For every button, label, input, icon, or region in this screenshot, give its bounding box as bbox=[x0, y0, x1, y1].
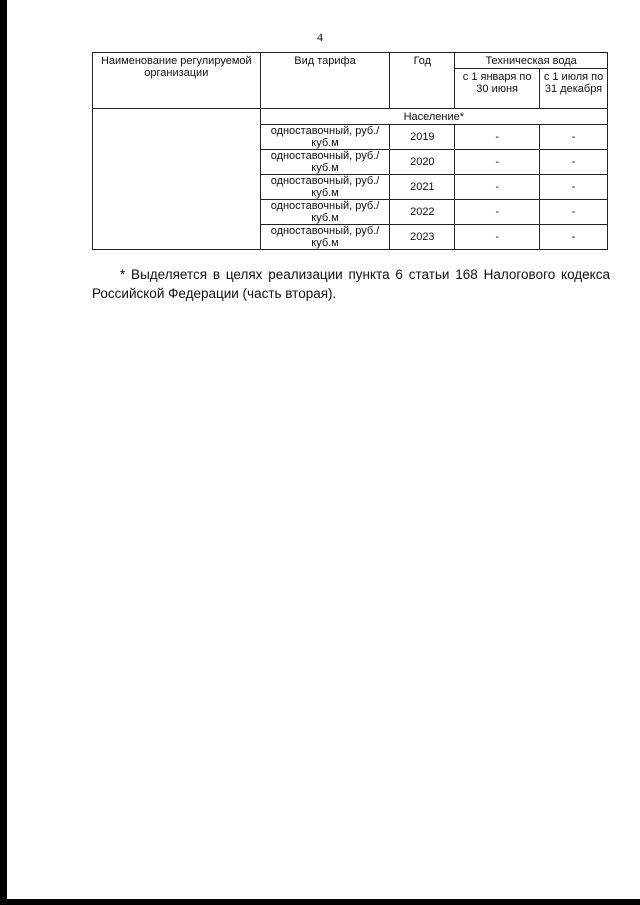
scan-border-left bbox=[0, 0, 7, 905]
year-cell: 2020 bbox=[389, 149, 456, 175]
header-period2: с 1 июля по 31 декабря bbox=[539, 68, 608, 109]
value-cell: - bbox=[454, 174, 541, 200]
tariff-cell: одноставочный, руб./куб.м bbox=[259, 124, 391, 150]
value-cell: - bbox=[539, 224, 608, 250]
value-cell: - bbox=[454, 199, 541, 225]
header-tariff: Вид тарифа bbox=[259, 52, 391, 109]
value-cell: - bbox=[539, 124, 608, 150]
table-row: одноставочный, руб./куб.м 2019 - - bbox=[93, 124, 608, 150]
value-cell: - bbox=[539, 199, 608, 225]
year-cell: 2019 bbox=[389, 124, 456, 150]
tariff-table: Наименование регулируемой организации Ви… bbox=[92, 52, 609, 250]
year-cell: 2023 bbox=[389, 224, 456, 250]
group-row: Население* bbox=[259, 108, 609, 125]
table-row: одноставочный, руб./куб.м 2023 - - bbox=[93, 224, 608, 250]
tariff-cell: одноставочный, руб./куб.м bbox=[259, 199, 391, 225]
tariff-cell: одноставочный, руб./куб.м bbox=[259, 174, 391, 200]
year-cell: 2021 bbox=[389, 174, 456, 200]
scan-border-bottom bbox=[0, 899, 640, 905]
value-cell: - bbox=[454, 124, 541, 150]
value-cell: - bbox=[454, 149, 541, 175]
header-water: Техническая вода bbox=[454, 52, 608, 69]
header-period1: с 1 января по 30 июня bbox=[454, 68, 541, 109]
table-row: одноставочный, руб./куб.м 2020 - - bbox=[93, 149, 608, 175]
tariff-cell: одноставочный, руб./куб.м bbox=[259, 149, 391, 175]
header-year: Год bbox=[389, 52, 456, 109]
tariff-cell: одноставочный, руб./куб.м bbox=[259, 224, 391, 250]
page-number: 4 bbox=[317, 30, 323, 44]
year-cell: 2022 bbox=[389, 199, 456, 225]
value-cell: - bbox=[539, 149, 608, 175]
header-org: Наименование регулируемой организации bbox=[92, 52, 261, 109]
org-cell bbox=[92, 108, 261, 250]
value-cell: - bbox=[539, 174, 608, 200]
footnote: * Выделяется в целях реализации пункта 6… bbox=[92, 267, 610, 301]
value-cell: - bbox=[454, 224, 541, 250]
